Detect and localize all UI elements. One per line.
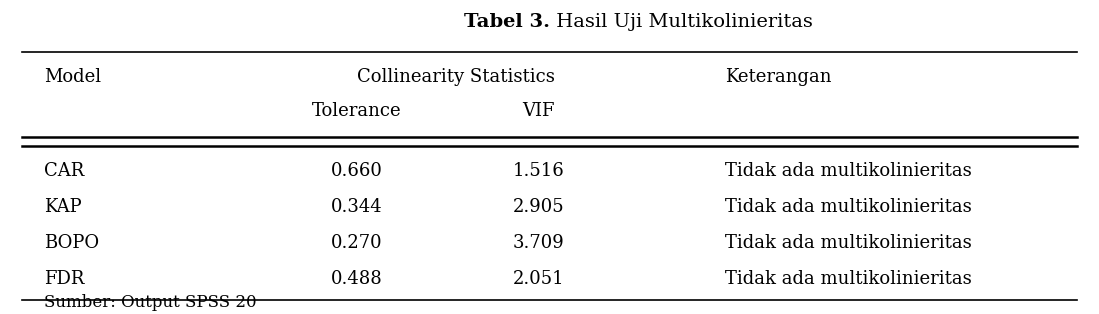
- Text: 0.660: 0.660: [331, 162, 384, 180]
- Text: Model: Model: [44, 68, 101, 86]
- Text: Keterangan: Keterangan: [725, 68, 832, 86]
- Text: KAP: KAP: [44, 198, 81, 216]
- Text: Tidak ada multikolinieritas: Tidak ada multikolinieritas: [725, 234, 973, 252]
- Text: 3.709: 3.709: [512, 234, 565, 252]
- Text: 0.344: 0.344: [332, 198, 382, 216]
- Text: 0.488: 0.488: [331, 270, 384, 289]
- Text: CAR: CAR: [44, 162, 85, 180]
- Text: 2.905: 2.905: [513, 198, 564, 216]
- Text: Tabel 3.: Tabel 3.: [464, 13, 550, 31]
- Text: Sumber: Output SPSS 20: Sumber: Output SPSS 20: [44, 294, 256, 311]
- Text: BOPO: BOPO: [44, 234, 99, 252]
- Text: 2.051: 2.051: [513, 270, 564, 289]
- Text: Tidak ada multikolinieritas: Tidak ada multikolinieritas: [725, 198, 973, 216]
- Text: Tidak ada multikolinieritas: Tidak ada multikolinieritas: [725, 162, 973, 180]
- Text: Collinearity Statistics: Collinearity Statistics: [357, 68, 555, 86]
- Text: VIF: VIF: [522, 102, 555, 121]
- Text: 0.270: 0.270: [332, 234, 382, 252]
- Text: FDR: FDR: [44, 270, 85, 289]
- Text: Tidak ada multikolinieritas: Tidak ada multikolinieritas: [725, 270, 973, 289]
- Text: Hasil Uji Multikolinieritas: Hasil Uji Multikolinieritas: [550, 13, 812, 31]
- Text: Tolerance: Tolerance: [312, 102, 402, 121]
- Text: 1.516: 1.516: [512, 162, 565, 180]
